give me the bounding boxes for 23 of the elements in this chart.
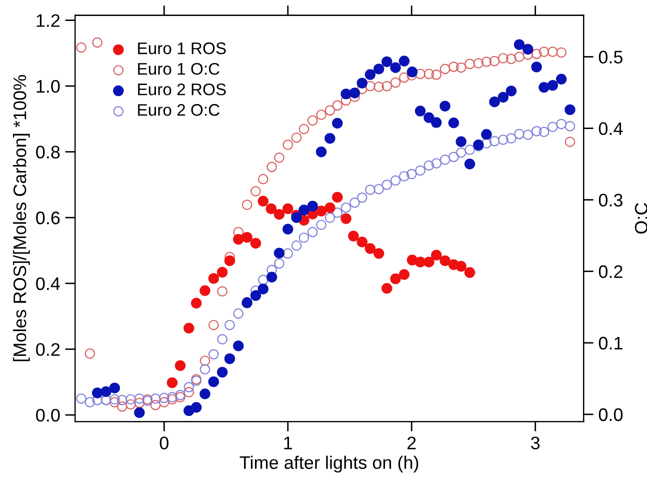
y-tick-label: 1.2	[36, 14, 60, 27]
y-tick-label: 1.0	[36, 80, 60, 93]
y-tick-label: 0.8	[36, 146, 60, 159]
y2-tick-label: 0.3	[598, 194, 622, 207]
legend-label: Euro 1 O:C	[138, 62, 220, 75]
legend-label: Euro 2 O:C	[138, 104, 220, 116]
legend-label: Euro 2 ROS	[138, 84, 226, 96]
y2-tick-label: 0.2	[598, 265, 622, 278]
y2-tick-label: 0.1	[598, 336, 622, 350]
x-tick-label: 2	[407, 436, 416, 450]
x-axis-title: Time after lights on (h)	[240, 456, 418, 473]
y-tick-label: 0.4	[36, 277, 60, 290]
y-tick-label: 0.6	[36, 212, 60, 224]
y2-tick-label: 0.5	[598, 50, 623, 64]
y2-tick-label: 0.0	[598, 408, 623, 422]
legend-label: Euro 1 ROS	[138, 42, 226, 54]
x-tick-label: 1	[284, 436, 292, 450]
y-axis-title: [Moles ROS]/[Moles Carbon] *100%	[12, 75, 30, 362]
x-tick-label: 3	[531, 436, 540, 450]
y-tick-label: 0.0	[36, 408, 60, 422]
y-tick-label: 0.2	[36, 343, 60, 356]
x-tick-label: 0	[160, 436, 168, 450]
y2-tick-label: 0.4	[598, 122, 623, 136]
